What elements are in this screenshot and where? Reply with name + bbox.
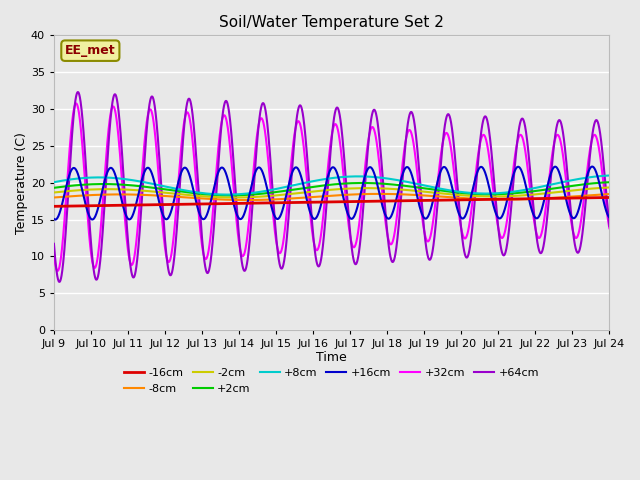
-16cm xyxy=(535,196,543,202)
Line: +32cm: +32cm xyxy=(54,103,609,271)
Line: -16cm: -16cm xyxy=(54,197,609,206)
-2cm xyxy=(287,191,295,197)
+2cm xyxy=(113,181,121,187)
-8cm xyxy=(113,192,121,197)
+64cm xyxy=(147,96,154,102)
-8cm xyxy=(595,192,603,197)
+2cm xyxy=(535,188,543,193)
+8cm xyxy=(535,184,543,190)
+2cm xyxy=(595,180,602,186)
+32cm xyxy=(50,252,58,258)
-8cm xyxy=(263,197,271,203)
+16cm xyxy=(605,215,613,220)
+64cm xyxy=(264,121,271,127)
-8cm xyxy=(287,196,295,202)
+8cm xyxy=(287,183,295,189)
-2cm xyxy=(595,185,602,191)
Line: -2cm: -2cm xyxy=(54,188,609,197)
-8cm xyxy=(535,196,543,202)
+2cm xyxy=(227,192,234,198)
-8cm xyxy=(50,194,58,200)
+64cm xyxy=(605,223,613,229)
Legend: -16cm, -8cm, -2cm, +2cm, +8cm, +16cm, +32cm, +64cm: -16cm, -8cm, -2cm, +2cm, +8cm, +16cm, +3… xyxy=(120,364,543,398)
+16cm xyxy=(588,164,596,169)
+16cm xyxy=(51,216,59,222)
+8cm xyxy=(605,173,613,179)
Line: -8cm: -8cm xyxy=(54,194,609,200)
-16cm xyxy=(50,204,58,209)
+8cm xyxy=(223,192,231,197)
Text: EE_met: EE_met xyxy=(65,44,116,57)
+16cm xyxy=(50,216,58,222)
+8cm xyxy=(595,173,602,179)
-16cm xyxy=(595,195,602,201)
+64cm xyxy=(114,101,122,107)
-2cm xyxy=(113,186,121,192)
+64cm xyxy=(50,241,58,247)
+32cm xyxy=(264,148,271,154)
-16cm xyxy=(287,200,295,205)
+16cm xyxy=(263,186,271,192)
+32cm xyxy=(72,100,80,106)
-8cm xyxy=(375,191,383,197)
+32cm xyxy=(147,107,154,112)
-16cm xyxy=(113,203,121,208)
+64cm xyxy=(287,176,295,182)
+16cm xyxy=(147,168,154,173)
+64cm xyxy=(595,123,603,129)
+8cm xyxy=(147,180,154,186)
+8cm xyxy=(50,180,58,185)
Line: +16cm: +16cm xyxy=(54,167,609,219)
+2cm xyxy=(605,180,613,185)
+2cm xyxy=(50,185,58,191)
+2cm xyxy=(263,190,271,196)
Title: Soil/Water Temperature Set 2: Soil/Water Temperature Set 2 xyxy=(220,15,444,30)
-2cm xyxy=(263,193,271,199)
+32cm xyxy=(595,145,603,151)
+64cm xyxy=(74,89,82,95)
+32cm xyxy=(535,235,543,241)
-8cm xyxy=(147,192,154,198)
X-axis label: Time: Time xyxy=(316,350,347,363)
+32cm xyxy=(54,268,61,274)
+64cm xyxy=(56,279,63,285)
-2cm xyxy=(535,191,543,197)
+2cm xyxy=(147,184,154,190)
+8cm xyxy=(113,175,121,181)
-16cm xyxy=(147,202,154,208)
+32cm xyxy=(287,158,295,164)
+16cm xyxy=(287,172,295,178)
Line: +2cm: +2cm xyxy=(54,182,609,195)
-2cm xyxy=(50,190,58,195)
+64cm xyxy=(535,247,543,253)
-16cm xyxy=(263,200,271,206)
Line: +8cm: +8cm xyxy=(54,176,609,194)
+2cm xyxy=(287,187,295,193)
Y-axis label: Temperature (C): Temperature (C) xyxy=(15,132,28,234)
+16cm xyxy=(535,214,543,219)
+16cm xyxy=(595,178,603,184)
+32cm xyxy=(605,225,613,231)
+8cm xyxy=(263,188,271,193)
-2cm xyxy=(605,185,613,191)
-16cm xyxy=(605,194,613,200)
-2cm xyxy=(147,188,154,194)
Line: +64cm: +64cm xyxy=(54,92,609,282)
+16cm xyxy=(114,180,122,185)
+32cm xyxy=(114,126,122,132)
-8cm xyxy=(605,191,613,197)
-2cm xyxy=(230,194,238,200)
-8cm xyxy=(243,197,251,203)
